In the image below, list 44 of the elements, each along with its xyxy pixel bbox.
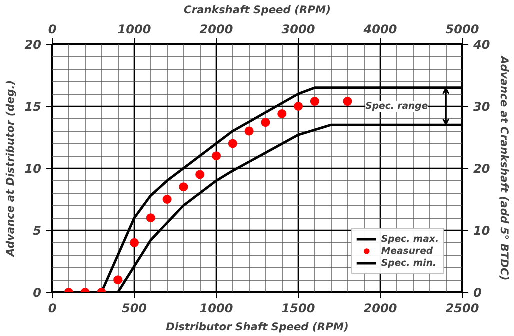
legend-label: Spec. max.: [381, 233, 439, 245]
y-tick-label: 5: [33, 224, 42, 238]
point: [179, 182, 188, 192]
y2-tick-label: 0: [474, 286, 482, 300]
y-axis-title: Advance at Distributor (deg.): [4, 80, 17, 258]
point: [278, 109, 287, 118]
y-tick-label: 15: [24, 100, 42, 114]
x2-tick-label: 5000: [446, 22, 480, 36]
y-tick-label: 20: [24, 38, 42, 52]
legend-label: Measured: [381, 245, 434, 257]
y2-axis-title: Advance at Crankshaft (add 5° BTDC): [498, 55, 512, 281]
point: [196, 170, 205, 180]
x2-axis-title: Crankshaft Speed (RPM): [184, 4, 331, 16]
y-tick-label: 10: [24, 162, 42, 176]
point: [343, 97, 352, 106]
point: [228, 139, 238, 148]
point: [130, 238, 139, 248]
x-axis-title: Distributor Shaft Speed (RPM): [166, 320, 349, 334]
legend-label: Spec. min.: [381, 257, 437, 269]
y2-tick-label: 20: [474, 162, 490, 176]
annotation: Spec. range: [366, 101, 428, 112]
x2-tick-label: 2000: [200, 22, 234, 36]
y-tick-label: 0: [33, 286, 42, 300]
x-tick-label: 1000: [200, 302, 234, 316]
x-tick-label: 2000: [364, 302, 398, 316]
y2-tick-label: 40: [472, 38, 490, 52]
y2-tick-label: 30: [474, 100, 490, 114]
x-tick-label: 1500: [282, 302, 316, 316]
x-tick-label: 0: [48, 302, 57, 316]
point: [261, 118, 270, 128]
point: [310, 97, 320, 106]
x-tick-label: 2500: [446, 302, 480, 316]
y2-tick-label: 10: [474, 224, 490, 238]
point: [294, 102, 303, 111]
point: [114, 276, 123, 285]
point: [162, 195, 172, 204]
x-tick-label: 500: [122, 302, 148, 316]
point: [212, 152, 221, 161]
point: [244, 126, 254, 136]
x2-tick-label: 4000: [362, 22, 398, 36]
x2-tick-label: 0: [48, 22, 57, 36]
x2-tick-label: 3000: [282, 22, 316, 36]
point: [146, 214, 156, 223]
x2-tick-label: 1000: [118, 22, 152, 36]
